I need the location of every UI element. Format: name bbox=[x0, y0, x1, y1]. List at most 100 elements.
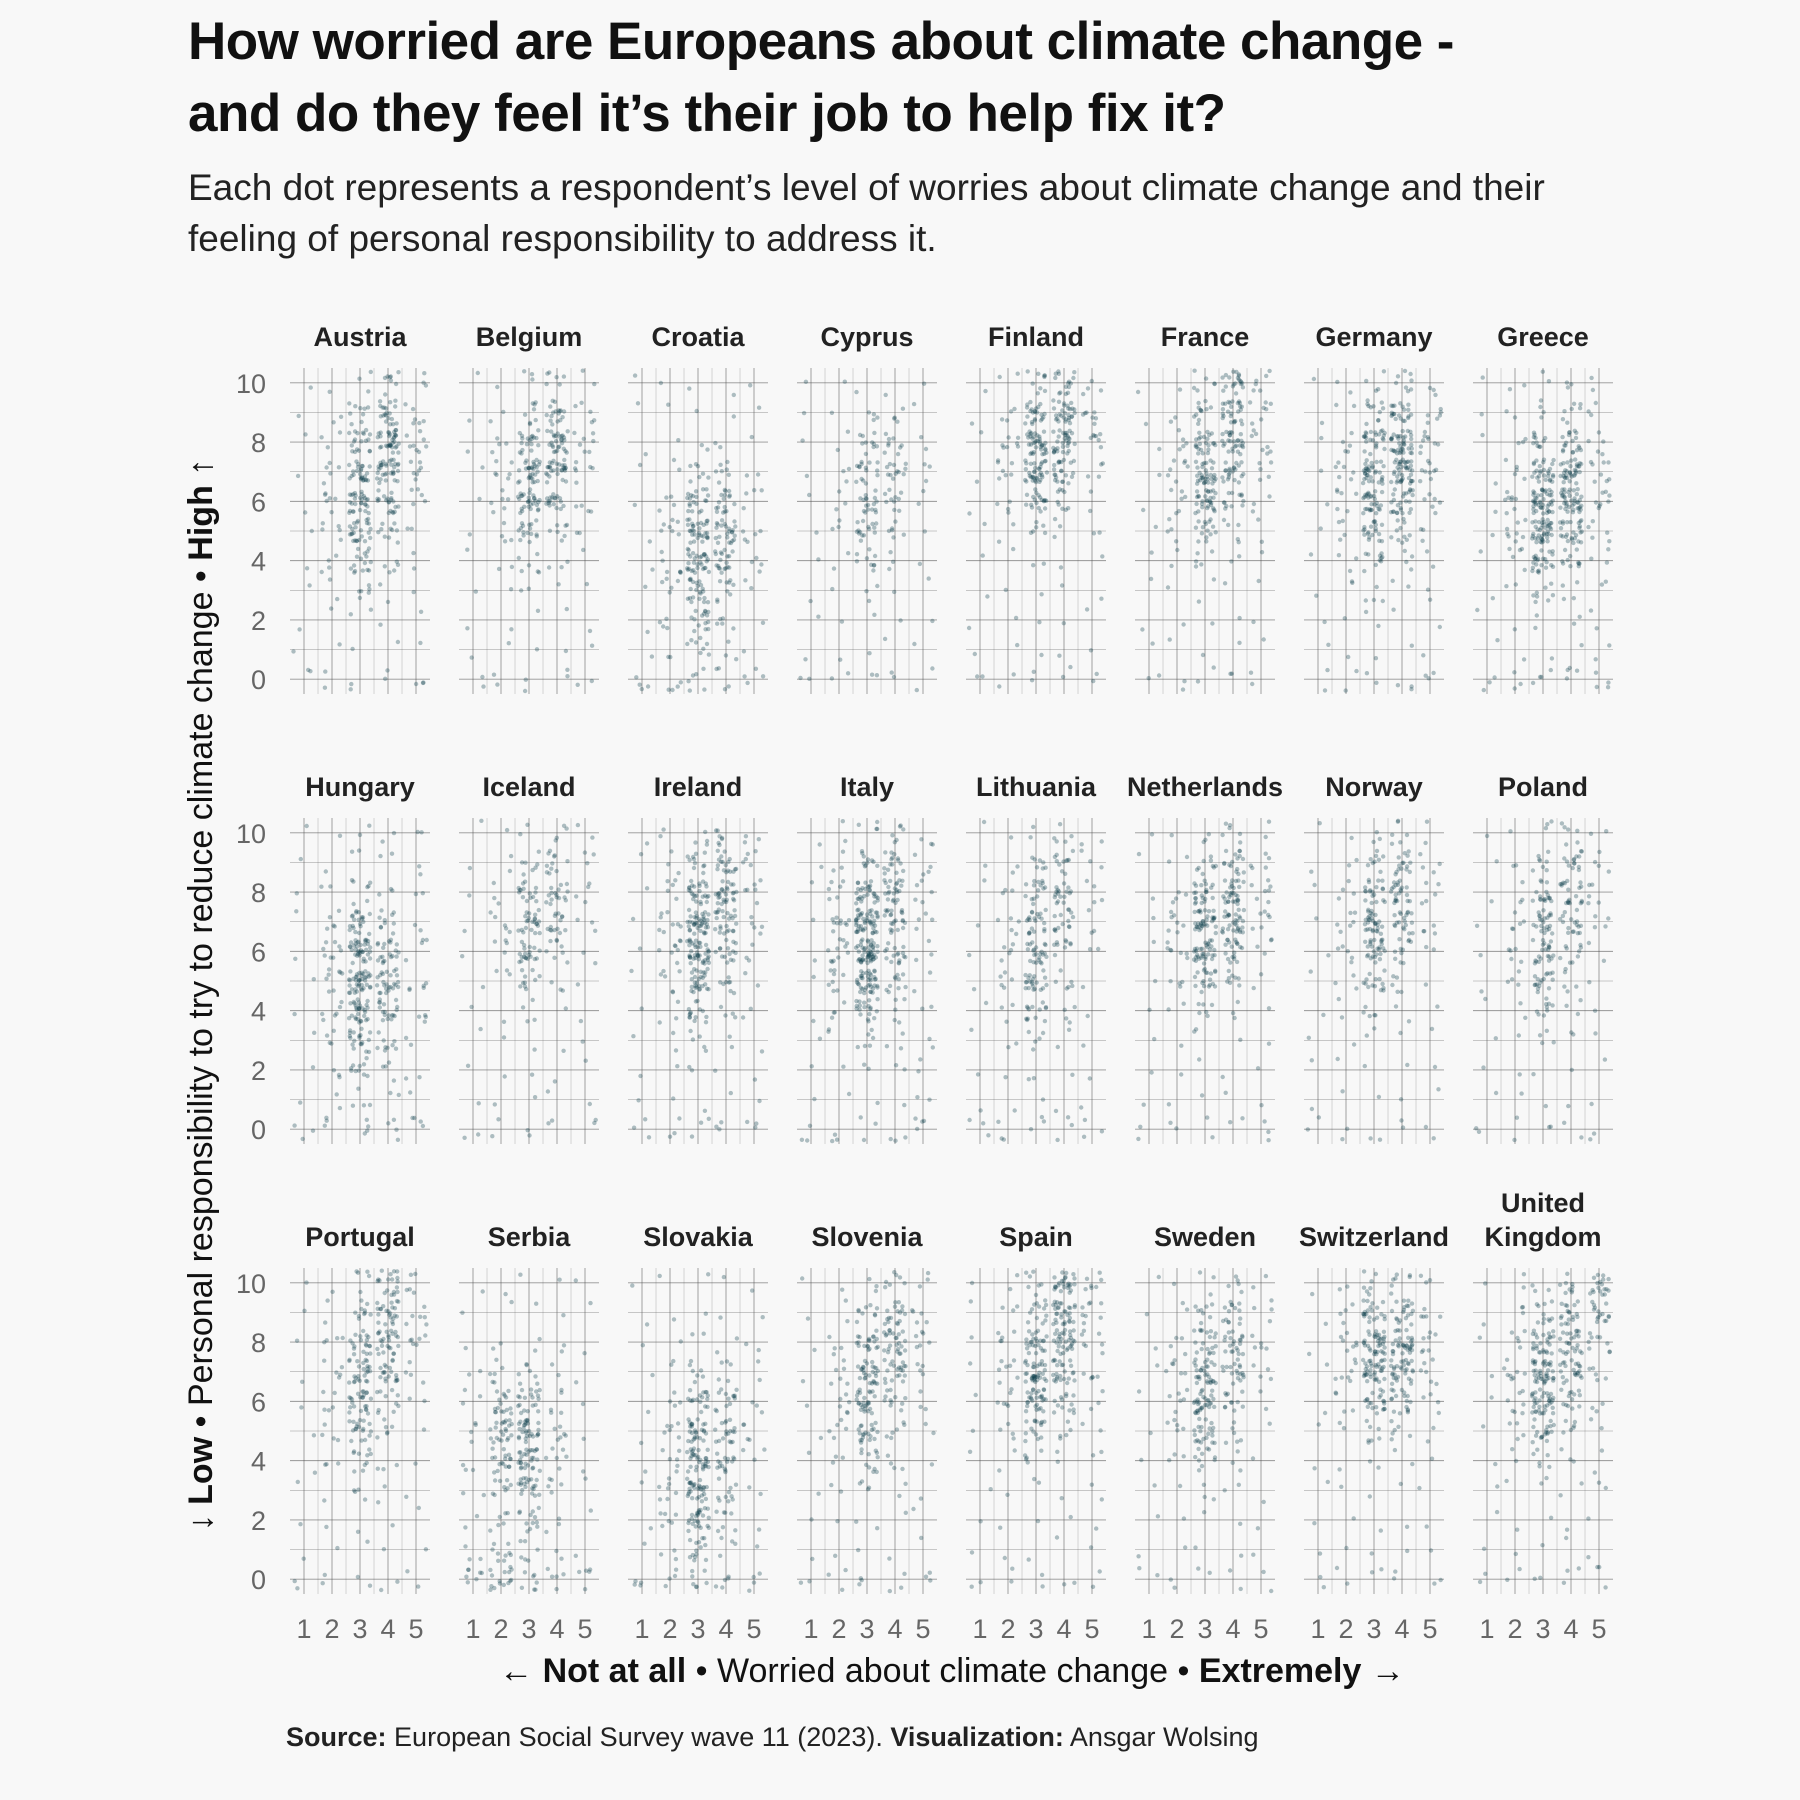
respondent-dot bbox=[380, 459, 386, 464]
respondent-dot bbox=[1363, 471, 1368, 476]
respondent-dot bbox=[874, 521, 879, 526]
respondent-dot bbox=[357, 595, 363, 601]
respondent-dot bbox=[1378, 429, 1384, 434]
respondent-dot bbox=[505, 497, 511, 502]
respondent-dot bbox=[1532, 499, 1538, 504]
respondent-dot bbox=[1376, 531, 1382, 537]
respondent-dot bbox=[1372, 954, 1378, 960]
respondent-dot bbox=[1533, 625, 1538, 631]
respondent-dot bbox=[300, 1136, 305, 1142]
respondent-dot bbox=[1208, 532, 1213, 537]
respondent-dot bbox=[1266, 912, 1271, 918]
respondent-dot bbox=[292, 1011, 297, 1017]
dot-layer bbox=[465, 368, 597, 694]
respondent-dot bbox=[1233, 918, 1239, 923]
respondent-dot bbox=[1381, 464, 1386, 469]
respondent-dot bbox=[1520, 439, 1526, 445]
respondent-dot bbox=[1057, 487, 1063, 492]
respondent-dot bbox=[380, 1009, 386, 1015]
respondent-dot bbox=[393, 427, 399, 433]
respondent-dot bbox=[844, 941, 850, 946]
respondent-dot bbox=[1051, 467, 1057, 472]
respondent-dot bbox=[1398, 416, 1404, 421]
respondent-dot bbox=[1051, 398, 1056, 403]
respondent-dot bbox=[349, 1013, 354, 1018]
respondent-dot bbox=[408, 1090, 413, 1095]
respondent-dot bbox=[532, 1047, 537, 1052]
respondent-dot bbox=[561, 465, 566, 470]
respondent-dot bbox=[1352, 910, 1358, 915]
respondent-dot bbox=[353, 987, 358, 992]
respondent-dot bbox=[687, 517, 692, 522]
respondent-dot bbox=[1053, 472, 1058, 478]
respondent-dot bbox=[358, 1018, 363, 1024]
respondent-dot bbox=[861, 478, 866, 483]
respondent-dot bbox=[564, 881, 570, 887]
respondent-dot bbox=[981, 1121, 986, 1126]
respondent-dot bbox=[1066, 379, 1072, 384]
respondent-dot bbox=[1205, 474, 1210, 479]
respondent-dot bbox=[1011, 546, 1016, 552]
respondent-dot bbox=[1540, 502, 1546, 508]
respondent-dot bbox=[1364, 466, 1369, 471]
respondent-dot bbox=[403, 1035, 409, 1041]
respondent-dot bbox=[701, 959, 706, 964]
respondent-dot bbox=[733, 866, 739, 872]
respondent-dot bbox=[529, 1072, 535, 1077]
respondent-dot bbox=[691, 865, 697, 871]
respondent-dot bbox=[1348, 910, 1353, 916]
respondent-dot bbox=[698, 969, 703, 974]
respondent-dot bbox=[558, 918, 563, 923]
respondent-dot bbox=[1372, 496, 1378, 502]
respondent-dot bbox=[556, 887, 561, 892]
respondent-dot bbox=[1042, 373, 1048, 378]
respondent-dot bbox=[1053, 979, 1059, 984]
respondent-dot bbox=[533, 417, 538, 423]
respondent-dot bbox=[347, 927, 352, 933]
respondent-dot bbox=[1013, 615, 1019, 621]
respondent-dot bbox=[502, 950, 507, 955]
respondent-dot bbox=[1231, 928, 1236, 933]
respondent-dot bbox=[1203, 376, 1209, 381]
respondent-dot bbox=[1043, 446, 1048, 452]
respondent-dot bbox=[724, 580, 729, 585]
respondent-dot bbox=[304, 566, 310, 571]
respondent-dot bbox=[324, 1033, 330, 1038]
respondent-dot bbox=[1538, 505, 1544, 510]
respondent-dot bbox=[870, 521, 875, 527]
respondent-dot bbox=[694, 494, 699, 500]
respondent-dot bbox=[704, 498, 709, 504]
respondent-dot bbox=[838, 921, 843, 926]
respondent-dot bbox=[1566, 504, 1572, 510]
respondent-dot bbox=[1060, 921, 1065, 927]
respondent-dot bbox=[547, 499, 553, 504]
respondent-dot bbox=[1406, 584, 1411, 589]
respondent-dot bbox=[692, 570, 698, 575]
respondent-dot bbox=[690, 528, 695, 533]
respondent-dot bbox=[1193, 890, 1199, 895]
respondent-dot bbox=[1030, 421, 1035, 427]
respondent-dot bbox=[1237, 914, 1242, 919]
respondent-dot bbox=[865, 892, 870, 897]
respondent-dot bbox=[412, 1115, 417, 1121]
respondent-dot bbox=[1401, 407, 1407, 412]
respondent-dot bbox=[1063, 419, 1068, 424]
respondent-dot bbox=[809, 880, 815, 885]
respondent-dot bbox=[1530, 533, 1536, 539]
respondent-dot bbox=[695, 535, 700, 541]
respondent-dot bbox=[1227, 430, 1232, 436]
respondent-dot bbox=[1395, 503, 1401, 508]
respondent-dot bbox=[875, 826, 880, 832]
respondent-dot bbox=[1227, 400, 1233, 406]
respondent-dot bbox=[421, 380, 426, 385]
respondent-dot bbox=[1023, 882, 1029, 887]
respondent-dot bbox=[1394, 457, 1399, 462]
respondent-dot bbox=[1204, 407, 1209, 412]
respondent-dot bbox=[1531, 507, 1536, 512]
facet-ireland: Ireland bbox=[628, 772, 768, 1144]
respondent-dot bbox=[578, 1018, 584, 1024]
respondent-dot bbox=[861, 861, 866, 866]
respondent-dot bbox=[420, 937, 426, 943]
respondent-dot bbox=[356, 978, 361, 983]
respondent-dot bbox=[526, 465, 531, 470]
